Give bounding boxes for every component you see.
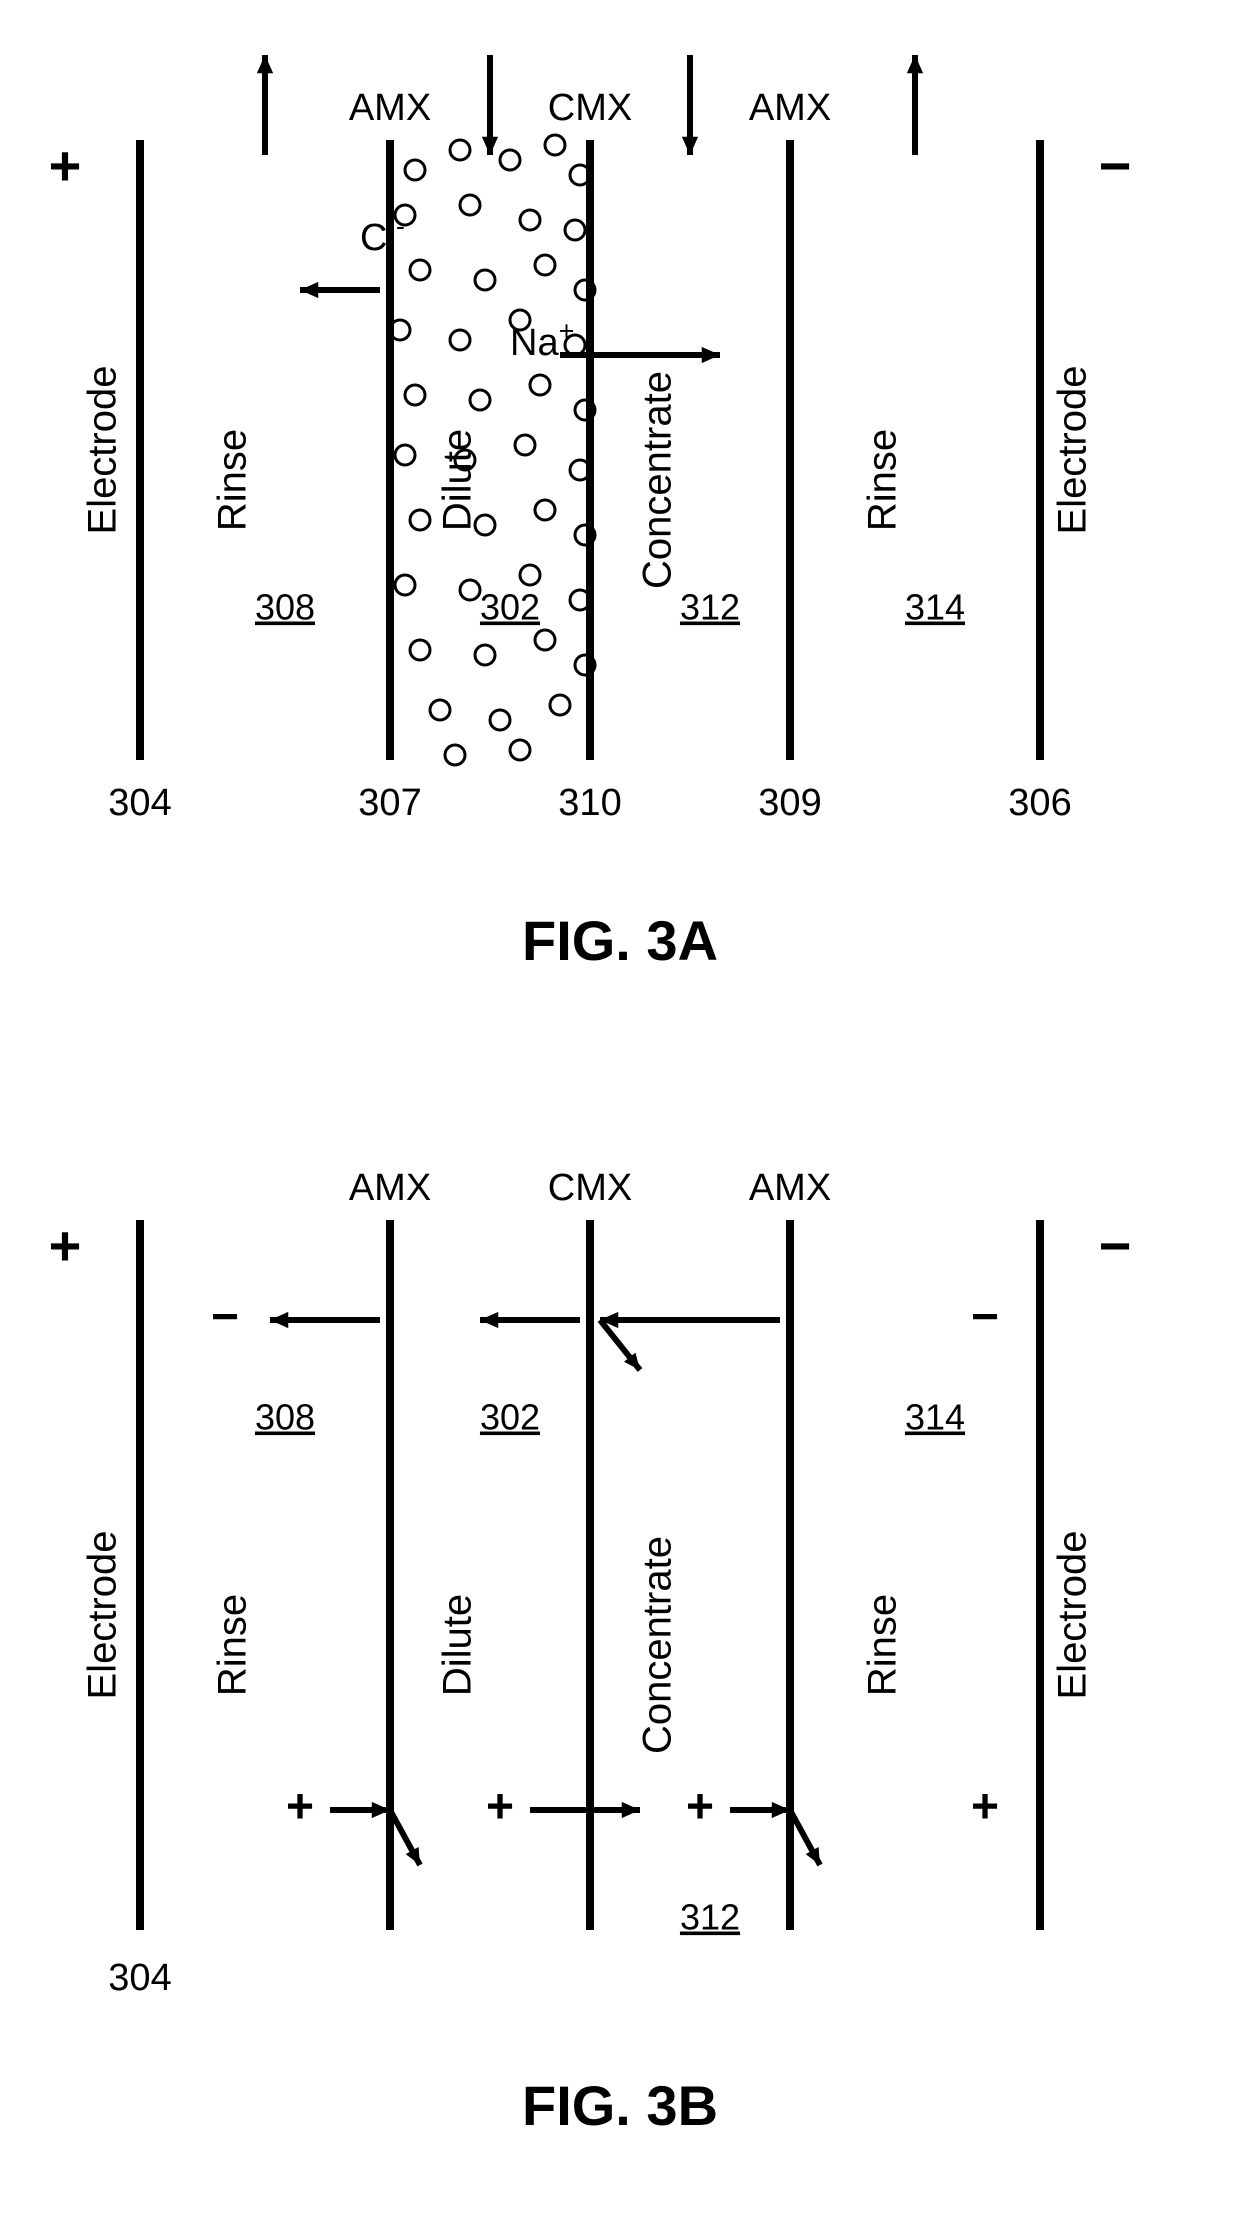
polarity-minus: − [1099,1214,1132,1277]
polarity-plus: + [49,134,82,197]
compartment-ref: 308 [255,1397,315,1438]
compartment-ref: 302 [480,1397,540,1438]
compartment-label: Concentrate [636,371,680,589]
polarity-plus: + [49,1214,82,1277]
compartment-label: Rinse [861,1594,905,1696]
polarity-minus: − [1099,134,1132,197]
membrane-label: AMX [349,1167,431,1209]
membrane-label: CMX [548,87,632,129]
compartment-ref: 308 [255,587,315,628]
compartment-label: Rinse [861,429,905,531]
compartment-label: Rinse [211,429,255,531]
compartment-ref: 312 [680,1897,740,1938]
ion-label-cl: Cl- [360,211,405,259]
charge-sign: + [686,1781,714,1834]
electrode-label: Electrode [1051,1531,1095,1700]
charge-sign: + [971,1781,999,1834]
caption-a: FIG. 3A [522,909,718,972]
electrode-label: Electrode [1051,366,1095,535]
compartment-label: Dilute [436,1594,480,1696]
bar-ref-label: 306 [1008,782,1071,824]
bar-ref-label: 307 [358,782,421,824]
charge-sign: + [286,1781,314,1834]
bar-ref-label: 309 [758,782,821,824]
caption-b: FIG. 3B [522,2074,718,2137]
electrode-label: Electrode [81,1531,125,1700]
compartment-label: Concentrate [636,1536,680,1754]
electrode-label: Electrode [81,366,125,535]
compartment-ref: 312 [680,587,740,628]
compartment-ref: 314 [905,587,965,628]
compartment-ref: 314 [905,1397,965,1438]
membrane-label: AMX [749,1167,831,1209]
charge-sign: − [971,1291,999,1344]
figure-svg: 304 AMX 307 CMX 310 AMX 309 306 Rinse 308 Dilute 30… [0,0,1240,2227]
membrane-label: AMX [749,87,831,129]
membrane-label: CMX [548,1167,632,1209]
compartment-label: Rinse [211,1594,255,1696]
bar-ref-label: 310 [558,782,621,824]
membrane-label: AMX [349,87,431,129]
charge-sign: − [211,1291,239,1344]
bar-ref-label: 304 [108,1957,171,1999]
figure-stage: 304 AMX 307 CMX 310 AMX 309 306 Rinse 308 Dilute 30… [0,0,1240,2227]
bar-ref-label: 304 [108,782,171,824]
charge-sign: + [486,1781,514,1834]
compartment-ref: 302 [480,587,540,628]
compartment-label: Dilute [436,429,480,531]
